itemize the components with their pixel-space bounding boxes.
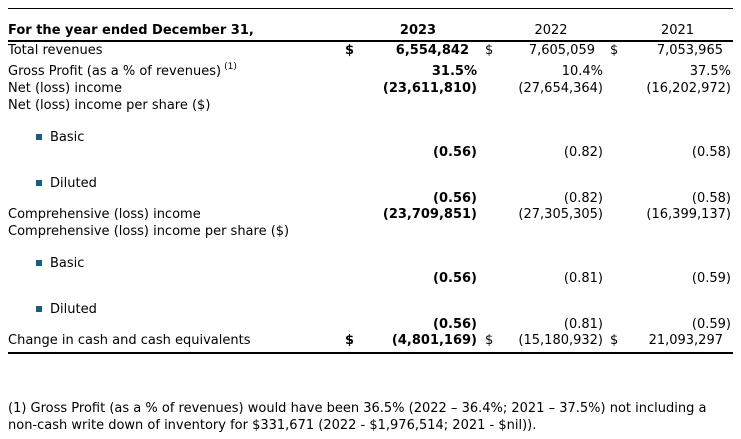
row-label-cell: Change in cash and cash equivalents xyxy=(8,332,345,349)
dollar-sign-cell: $ xyxy=(610,333,619,348)
value-cell: 31.5% xyxy=(431,64,477,79)
row-label: Basic xyxy=(50,130,85,145)
value-cell: (16,202,972) xyxy=(646,81,731,96)
row-label-cell: Gross Profit (as a % of revenues) (1) xyxy=(8,59,345,80)
dollar-sign-cell: $ xyxy=(485,43,494,58)
value-cell: (0.56) xyxy=(433,145,477,160)
row-label-cell: Basic xyxy=(8,256,345,271)
value-cell: (0.81) xyxy=(563,271,603,286)
table-row-bullet: Diluted xyxy=(8,302,733,317)
table-row: (0.56) (0.81) (0.59) xyxy=(8,271,733,286)
year-header-2023: 2023 xyxy=(399,23,437,38)
dollar-sign-cell: $ xyxy=(485,333,494,348)
table-header-label: For the year ended December 31, xyxy=(8,23,254,38)
row-label-cell: Basic xyxy=(8,130,345,145)
table-row: Change in cash and cash equivalents $ (4,8… xyxy=(8,332,733,354)
row-label: Comprehensive (loss) income per share ($… xyxy=(8,224,290,239)
value-cell: 7,053,965 xyxy=(656,43,723,58)
dollar-sign-cell: $ xyxy=(345,333,355,348)
row-label-cell: Net (loss) income xyxy=(8,80,345,97)
value-cell: (0.58) xyxy=(691,145,731,160)
table-row: (0.56) (0.81) (0.59) xyxy=(8,317,733,332)
row-label-cell: Diluted xyxy=(8,176,345,191)
row-label: Total revenues xyxy=(8,43,103,58)
value-cell: (27,654,364) xyxy=(518,81,603,96)
value-cell: (27,305,305) xyxy=(518,207,603,222)
row-label: Diluted xyxy=(50,176,97,191)
bullet-square-icon xyxy=(36,260,42,266)
row-label: Diluted xyxy=(50,302,97,317)
value-cell: (16,399,137) xyxy=(646,207,731,222)
footnote-reference: (1) xyxy=(224,62,237,72)
value-cell: (0.82) xyxy=(563,191,603,206)
table-body: Total revenues $6,554,842 $7,605,059 $7,053… xyxy=(8,42,733,354)
row-label-cell: Net (loss) income per share ($) xyxy=(8,97,345,114)
year-header-2022: 2022 xyxy=(534,23,568,38)
footnote-text: (1) Gross Profit (as a % of revenues) wo… xyxy=(8,401,707,433)
row-label-cell: Total revenues xyxy=(8,42,345,59)
row-label: Comprehensive (loss) income xyxy=(8,207,201,222)
table-row: Comprehensive (loss) income per share ($… xyxy=(8,223,733,240)
value-cell: 37.5% xyxy=(689,64,731,79)
dollar-sign-cell: $ xyxy=(610,43,619,58)
row-label: Net (loss) income per share ($) xyxy=(8,98,211,113)
table-row-bullet: Basic xyxy=(8,256,733,271)
row-label: Change in cash and cash equivalents xyxy=(8,333,251,348)
value-cell: (0.82) xyxy=(563,145,603,160)
value-cell: 7,605,059 xyxy=(528,43,595,58)
row-label-cell: Diluted xyxy=(8,302,345,317)
row-label-cell: Comprehensive (loss) income per share ($… xyxy=(8,223,345,240)
row-label: Net (loss) income xyxy=(8,81,122,96)
value-cell: (0.81) xyxy=(563,317,603,332)
bullet-square-icon xyxy=(36,134,42,140)
table-row: Net (loss) income per share ($) xyxy=(8,97,733,114)
table-row: (0.56) (0.82) (0.58) xyxy=(8,145,733,160)
value-cell: (23,611,810) xyxy=(382,81,477,96)
value-cell: (0.56) xyxy=(433,191,477,206)
table-row: Gross Profit (as a % of revenues) (1) 31.5… xyxy=(8,59,733,80)
table-row: Total revenues $6,554,842 $7,605,059 $7,053… xyxy=(8,42,733,59)
value-cell: (4,801,169) xyxy=(391,333,477,348)
value-cell: (23,709,851) xyxy=(382,207,477,222)
table-row-bullet: Diluted xyxy=(8,176,733,191)
table-row-bullet: Basic xyxy=(8,130,733,145)
value-cell: 10.4% xyxy=(561,64,603,79)
row-label: Basic xyxy=(50,256,85,271)
bullet-square-icon xyxy=(36,306,42,312)
dollar-sign-cell: $ xyxy=(345,43,355,58)
value-cell: (0.59) xyxy=(691,317,731,332)
table-row: (0.56) (0.82) (0.58) xyxy=(8,191,733,206)
bullet-square-icon xyxy=(36,180,42,186)
table-row: Comprehensive (loss) income (23,709,851) (… xyxy=(8,206,733,223)
value-cell: (15,180,932) xyxy=(518,333,603,348)
value-cell: 21,093,297 xyxy=(648,333,723,348)
value-cell: (0.58) xyxy=(691,191,731,206)
year-header-2021: 2021 xyxy=(660,23,695,38)
row-label-cell: Comprehensive (loss) income xyxy=(8,206,345,223)
table-header-row: For the year ended December 31, 2023 202… xyxy=(8,9,733,42)
value-cell: 6,554,842 xyxy=(395,43,469,58)
value-cell: (0.56) xyxy=(433,317,477,332)
value-cell: (0.56) xyxy=(433,271,477,286)
value-cell: (0.59) xyxy=(691,271,731,286)
financial-summary-table: For the year ended December 31, 2023 202… xyxy=(8,8,733,354)
row-label: Gross Profit (as a % of revenues) xyxy=(8,64,222,79)
table-row: Net (loss) income (23,611,810) (27,654,364… xyxy=(8,80,733,97)
